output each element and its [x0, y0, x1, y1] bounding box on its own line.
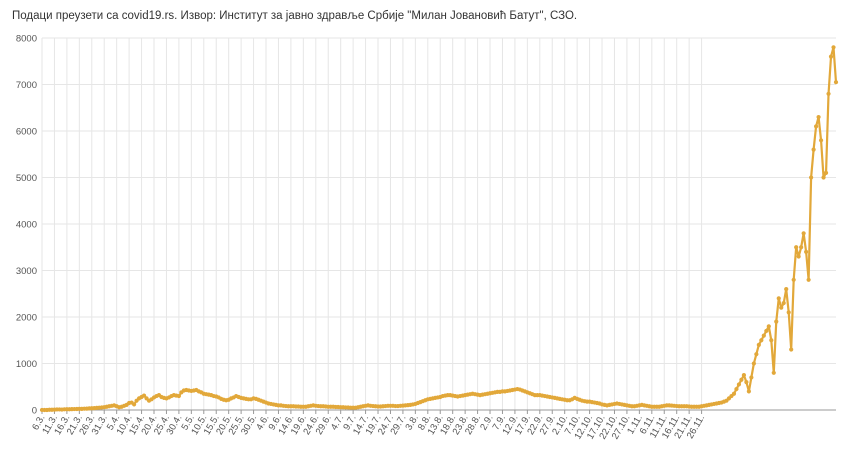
data-point	[754, 352, 759, 357]
data-point	[801, 231, 806, 236]
data-point	[828, 54, 834, 59]
data-point	[806, 277, 811, 282]
source-note: Подаци преузети са covid19.rs. Извор: Ин…	[12, 10, 578, 22]
data-point	[761, 333, 766, 338]
data-point	[818, 138, 824, 143]
data-point	[823, 170, 829, 175]
data-point	[796, 254, 801, 259]
data-point	[766, 324, 771, 329]
y-tick-label: 4000	[16, 220, 37, 231]
y-tick-label: 1000	[16, 359, 37, 370]
data-point	[774, 319, 779, 324]
x-axis: 6.3.11.3.16.3.21.3.26.3.31.3.5.4.10.4.15…	[30, 409, 836, 441]
data-point	[739, 377, 744, 382]
data-point	[749, 375, 754, 380]
data-point	[799, 245, 804, 250]
y-tick-label: 8000	[16, 34, 37, 45]
data-point	[826, 91, 831, 96]
data-point	[831, 45, 836, 50]
data-point	[816, 114, 821, 120]
data-point	[781, 300, 786, 306]
data-point	[759, 338, 764, 343]
data-point	[794, 245, 799, 250]
data-point	[771, 370, 776, 375]
data-point	[731, 391, 737, 396]
data-point	[751, 361, 756, 366]
data-point	[176, 393, 181, 399]
data-point	[776, 296, 781, 301]
y-axis: 0 1000 2000 3000 4000 5000 6000 7000 8000	[16, 34, 37, 417]
data-point	[741, 373, 747, 378]
data-point	[804, 249, 809, 254]
data-point	[786, 310, 791, 315]
data-point	[746, 389, 751, 394]
data-point	[784, 287, 789, 292]
data-point	[744, 380, 749, 385]
data-point	[789, 347, 794, 352]
data-point	[811, 147, 816, 152]
y-tick-label: 7000	[16, 80, 37, 91]
chart-grid	[41, 37, 836, 411]
data-point	[131, 402, 137, 407]
data-point	[736, 382, 742, 387]
data-point	[141, 393, 147, 398]
data-point	[833, 80, 839, 85]
data-point	[734, 386, 739, 392]
data-point	[813, 124, 819, 129]
y-tick-label: 2000	[16, 313, 37, 324]
data-point	[791, 277, 796, 282]
data-point	[756, 342, 761, 347]
y-tick-label: 5000	[16, 173, 37, 184]
y-tick-label: 0	[32, 406, 37, 417]
data-point	[769, 338, 774, 343]
data-point	[809, 175, 814, 180]
series-line	[41, 46, 838, 412]
series-cases	[39, 45, 839, 413]
y-tick-label: 3000	[16, 266, 37, 277]
data-point	[764, 328, 769, 334]
y-tick-label: 6000	[16, 127, 37, 138]
data-point	[821, 175, 826, 180]
data-point	[779, 305, 784, 310]
